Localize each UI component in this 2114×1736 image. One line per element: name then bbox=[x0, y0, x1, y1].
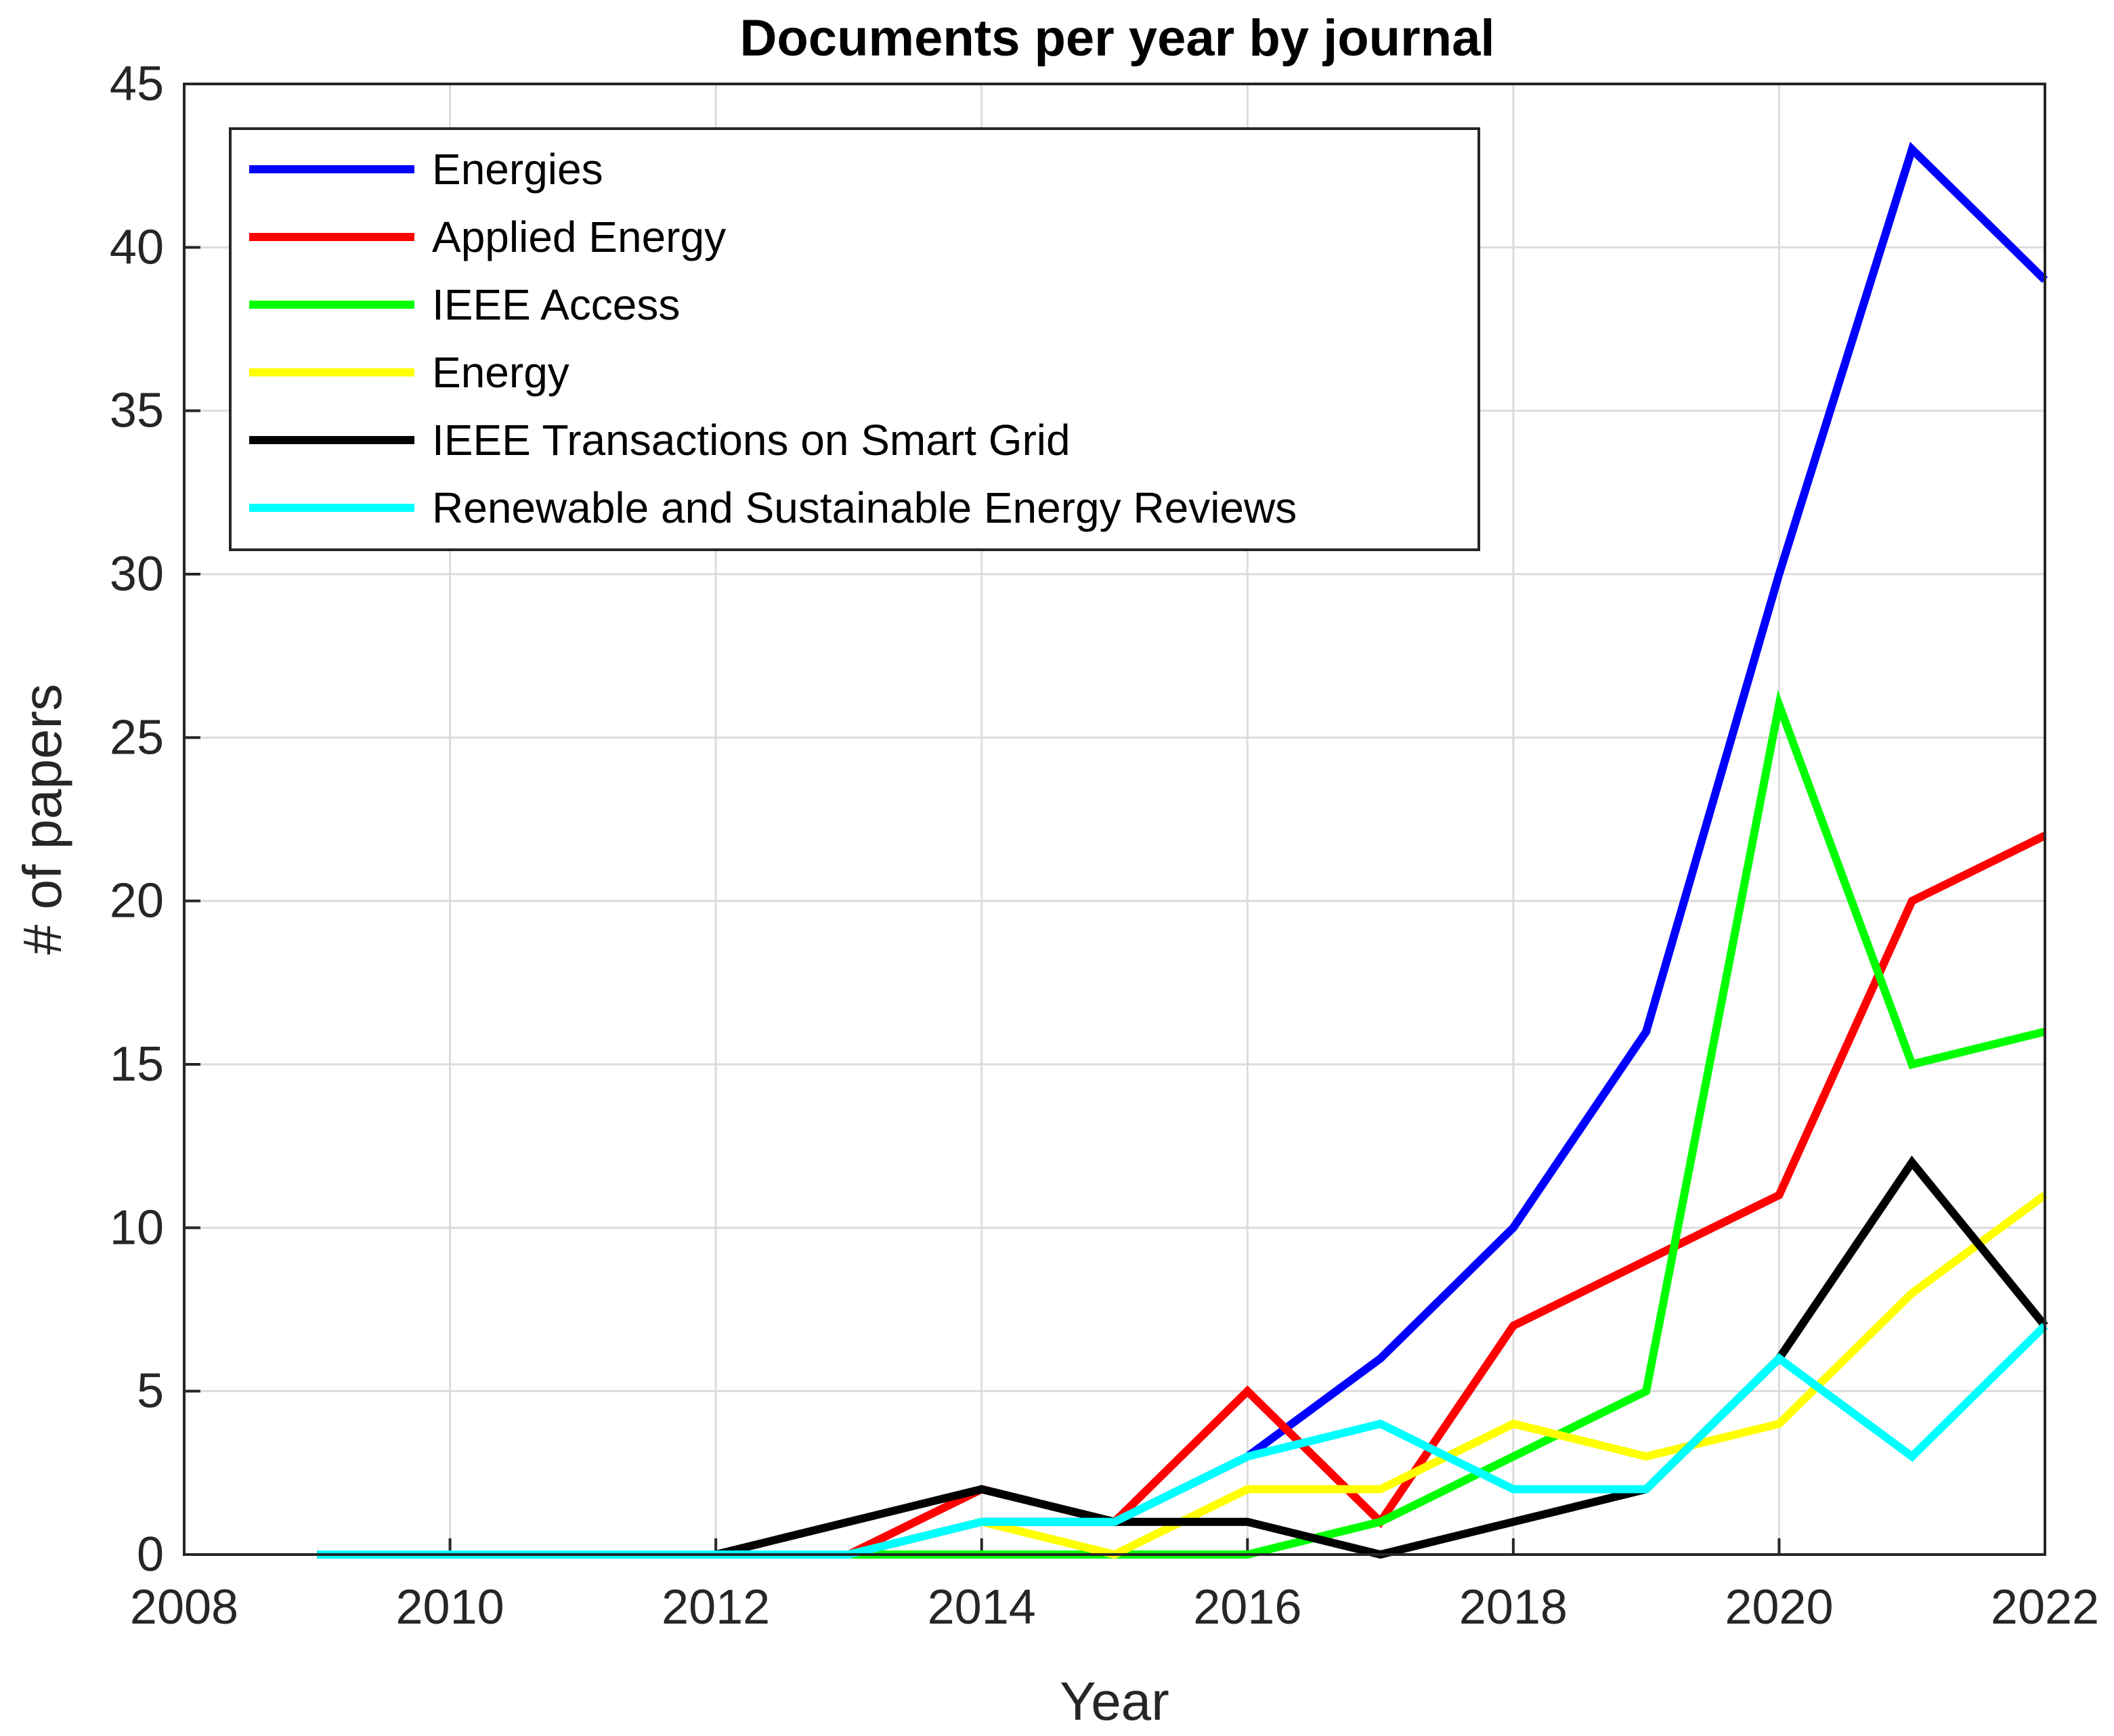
y-tick-label: 15 bbox=[110, 1037, 164, 1091]
y-tick-label: 40 bbox=[110, 220, 164, 274]
x-tick-label: 2010 bbox=[395, 1580, 504, 1634]
y-tick-label: 45 bbox=[110, 57, 164, 111]
y-tick-label: 5 bbox=[137, 1364, 164, 1418]
y-tick-labels: 0 5 10 15 20 25 30 35 40 45 bbox=[110, 57, 164, 1582]
y-tick-label: 0 bbox=[137, 1527, 164, 1582]
x-tick-label: 2020 bbox=[1725, 1580, 1833, 1634]
legend: Energies Applied Energy IEEE Access Energy I… bbox=[229, 127, 1480, 551]
x-tick-label: 2014 bbox=[928, 1580, 1036, 1634]
legend-label-energy: Energy bbox=[432, 348, 569, 397]
x-tick-label: 2012 bbox=[662, 1580, 770, 1634]
y-tick-label: 25 bbox=[110, 710, 164, 764]
y-tick-label: 35 bbox=[110, 384, 164, 438]
legend-label-energies: Energies bbox=[432, 145, 603, 194]
y-tick-label: 10 bbox=[110, 1200, 164, 1255]
legend-label-renewable-and-sustainable-energy-reviews: Renewable and Sustainable Energy Reviews bbox=[432, 483, 1297, 532]
chart-title: Documents per year by journal bbox=[740, 9, 1495, 67]
x-tick-label: 2018 bbox=[1459, 1580, 1568, 1634]
y-tick-label: 20 bbox=[110, 874, 164, 928]
x-axis-label: Year bbox=[1060, 1671, 1169, 1731]
x-tick-label: 2022 bbox=[1991, 1580, 2099, 1634]
legend-label-applied-energy: Applied Energy bbox=[432, 213, 726, 261]
x-tick-label: 2008 bbox=[130, 1580, 238, 1634]
legend-box bbox=[229, 127, 1480, 551]
legend-label-ieee-transactions-on-smart-grid: IEEE Transactions on Smart Grid bbox=[432, 416, 1071, 464]
y-axis-label: # of papers bbox=[12, 684, 72, 955]
x-tick-label: 2016 bbox=[1193, 1580, 1301, 1634]
x-tick-labels: 2008 2010 2012 2014 2016 2018 2020 2022 bbox=[130, 1580, 2099, 1634]
axes-box bbox=[183, 83, 2046, 1556]
legend-label-ieee-access: IEEE Access bbox=[432, 280, 680, 329]
y-tick-label: 30 bbox=[110, 547, 164, 601]
